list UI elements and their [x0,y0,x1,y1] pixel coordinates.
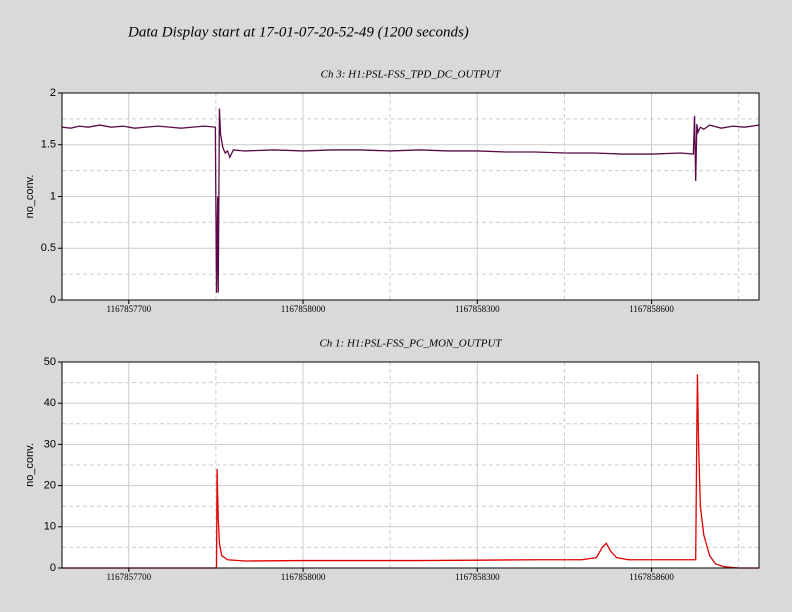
x-tick-label: 1167858000 [281,304,326,314]
plot-border [61,92,760,301]
x-tick-label: 1167858600 [629,304,674,314]
series-line [62,374,759,569]
plot-area [62,362,759,568]
y-tick-label: 40 [44,397,56,409]
x-tick-label: 1167858300 [455,304,500,314]
y-tick-label: 30 [44,438,56,450]
y-tick-label: 0 [50,294,56,306]
chart-title: Ch 3: H1:PSL-FSS_TPD_DC_OUTPUT [321,69,502,81]
x-tick-label: 1167858300 [455,572,500,582]
x-tick-label: 1167858000 [281,572,326,582]
y-tick-label: 1.5 [41,139,56,151]
y-tick-label: 50 [44,356,56,368]
x-tick-label: 1167857700 [106,304,151,314]
page-title: Data Display start at 17-01-07-20-52-49 … [127,24,469,40]
x-tick-label: 1167858600 [629,572,674,582]
x-tick-label: 1167857700 [106,572,151,582]
y-tick-label: 10 [44,521,56,533]
chart-title: Ch 1: H1:PSL-FSS_PC_MON_OUTPUT [319,338,502,350]
plot-border [61,361,760,569]
y-tick-label: 0 [50,562,56,574]
y-tick-label: 1 [50,190,56,202]
y-axis-label: no_conv. [24,443,36,487]
series-line [61,108,760,293]
y-tick-label: 0.5 [41,242,56,254]
y-tick-label: 2 [50,87,56,99]
y-axis-label: no_conv. [24,175,36,219]
y-tick-label: 20 [44,480,56,492]
